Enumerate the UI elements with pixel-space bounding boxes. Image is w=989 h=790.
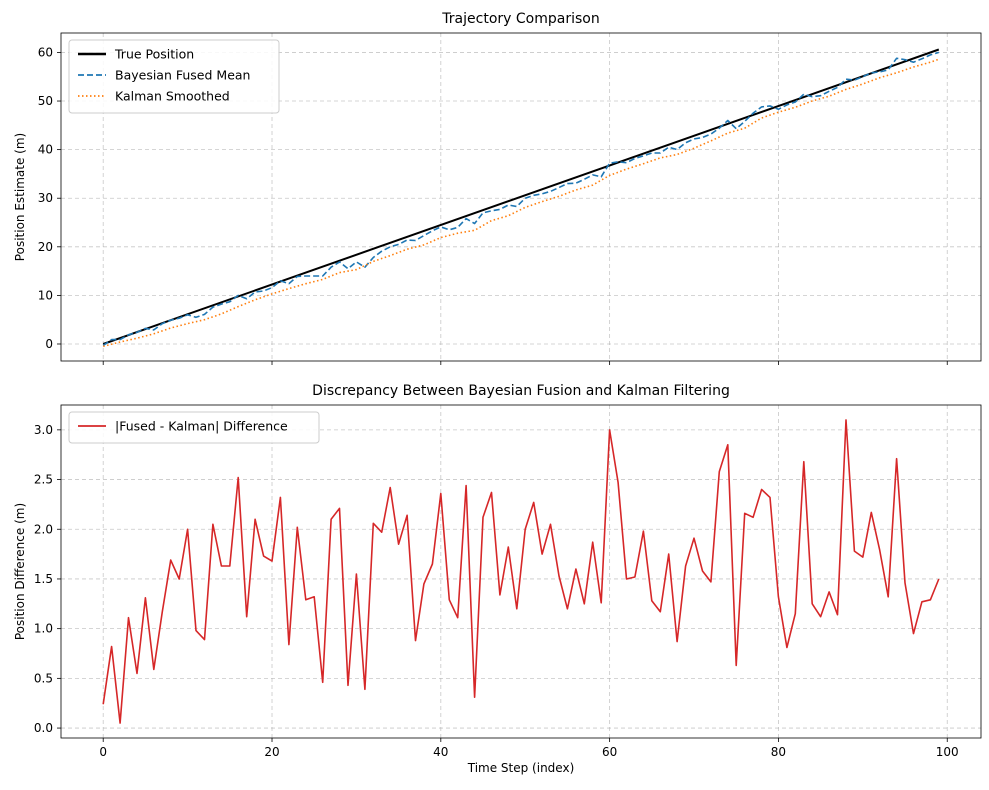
y-tick-label: 10 [38,288,53,302]
legend: True Position Bayesian Fused Mean Kalman S… [68,39,280,114]
plot-frame [60,32,982,362]
legend-box [68,39,280,114]
grid [61,33,981,361]
legend-label-2: Kalman Smoothed [115,89,230,104]
y-tick-label: 1.0 [34,622,53,636]
y-tick-label: 2.0 [34,522,53,536]
legend: |Fused - Kalman| Difference [68,411,320,444]
y-tick-label: 50 [38,94,53,108]
legend-box [68,411,320,444]
discrepancy-panel: 0.0 0.5 1.0 1.5 2.0 2.5 3.0 0 20 40 60 80 100 Discrep… [13,383,982,775]
legend-label-1: Bayesian Fused Mean [115,68,250,83]
series-line-0 [102,48,940,345]
trajectory-panel: 0 10 20 30 40 50 60 Trajectory Comparison Positi… [13,11,982,365]
y-tick-label: 0 [45,337,53,351]
x-tick-label: 0 [99,745,107,759]
chart-title: Discrepancy Between Bayesian Fusion and … [312,383,730,399]
chart-title: Trajectory Comparison [441,11,599,27]
series-line-0 [102,419,940,724]
x-tick-label: 80 [771,745,786,759]
legend-label-0: True Position [114,47,194,62]
x-tick-label: 100 [936,745,959,759]
y-tick-label: 40 [38,143,53,157]
plot-frame [60,404,982,739]
y-tick-label: 30 [38,191,53,205]
y-axis-label: Position Difference (m) [13,503,27,640]
y-axis-label: Position Estimate (m) [13,133,27,261]
x-tick-label: 20 [264,745,279,759]
y-tick-label: 1.5 [34,572,53,586]
y-tick-label: 20 [38,240,53,254]
y-tick-label: 0.5 [34,671,53,685]
series-line-1 [102,51,940,347]
y-tick-label: 3.0 [34,423,53,437]
x-tick-label: 60 [602,745,617,759]
y-tick-label: 0.0 [34,721,53,735]
y-tick-label: 60 [38,45,53,59]
x-axis-label: Time Step (index) [467,761,575,775]
legend-label-0: |Fused - Kalman| Difference [115,419,288,434]
grid [61,405,981,738]
x-tick-label: 40 [433,745,448,759]
y-tick-label: 2.5 [34,473,53,487]
